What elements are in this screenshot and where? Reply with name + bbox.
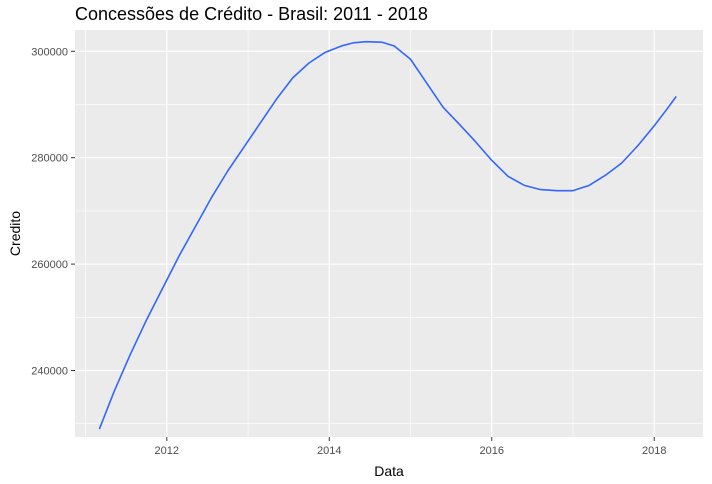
x-tick-label: 2016 [480, 445, 504, 457]
x-tick-label: 2012 [155, 445, 179, 457]
plot-panel [75, 30, 703, 437]
series-line [98, 40, 677, 430]
y-axis-title: Credito [7, 211, 23, 256]
chart-title: Concessões de Crédito - Brasil: 2011 - 2… [75, 4, 428, 24]
minor-gridlines [75, 30, 703, 437]
y-tick-label: 280000 [31, 153, 68, 165]
y-tick-label: 300000 [31, 46, 68, 58]
x-tick-label: 2014 [317, 445, 341, 457]
x-axis-title: Data [374, 463, 404, 479]
x-tick-label: 2018 [642, 445, 666, 457]
y-tick-label: 240000 [31, 365, 68, 377]
y-tick-label: 260000 [31, 259, 68, 271]
major-gridlines [75, 30, 703, 437]
series-layer [98, 40, 677, 430]
y-axis-ticks: 240000 260000 280000 300000 [31, 46, 75, 377]
x-axis-ticks: 2012 2014 2016 2018 [155, 437, 666, 457]
